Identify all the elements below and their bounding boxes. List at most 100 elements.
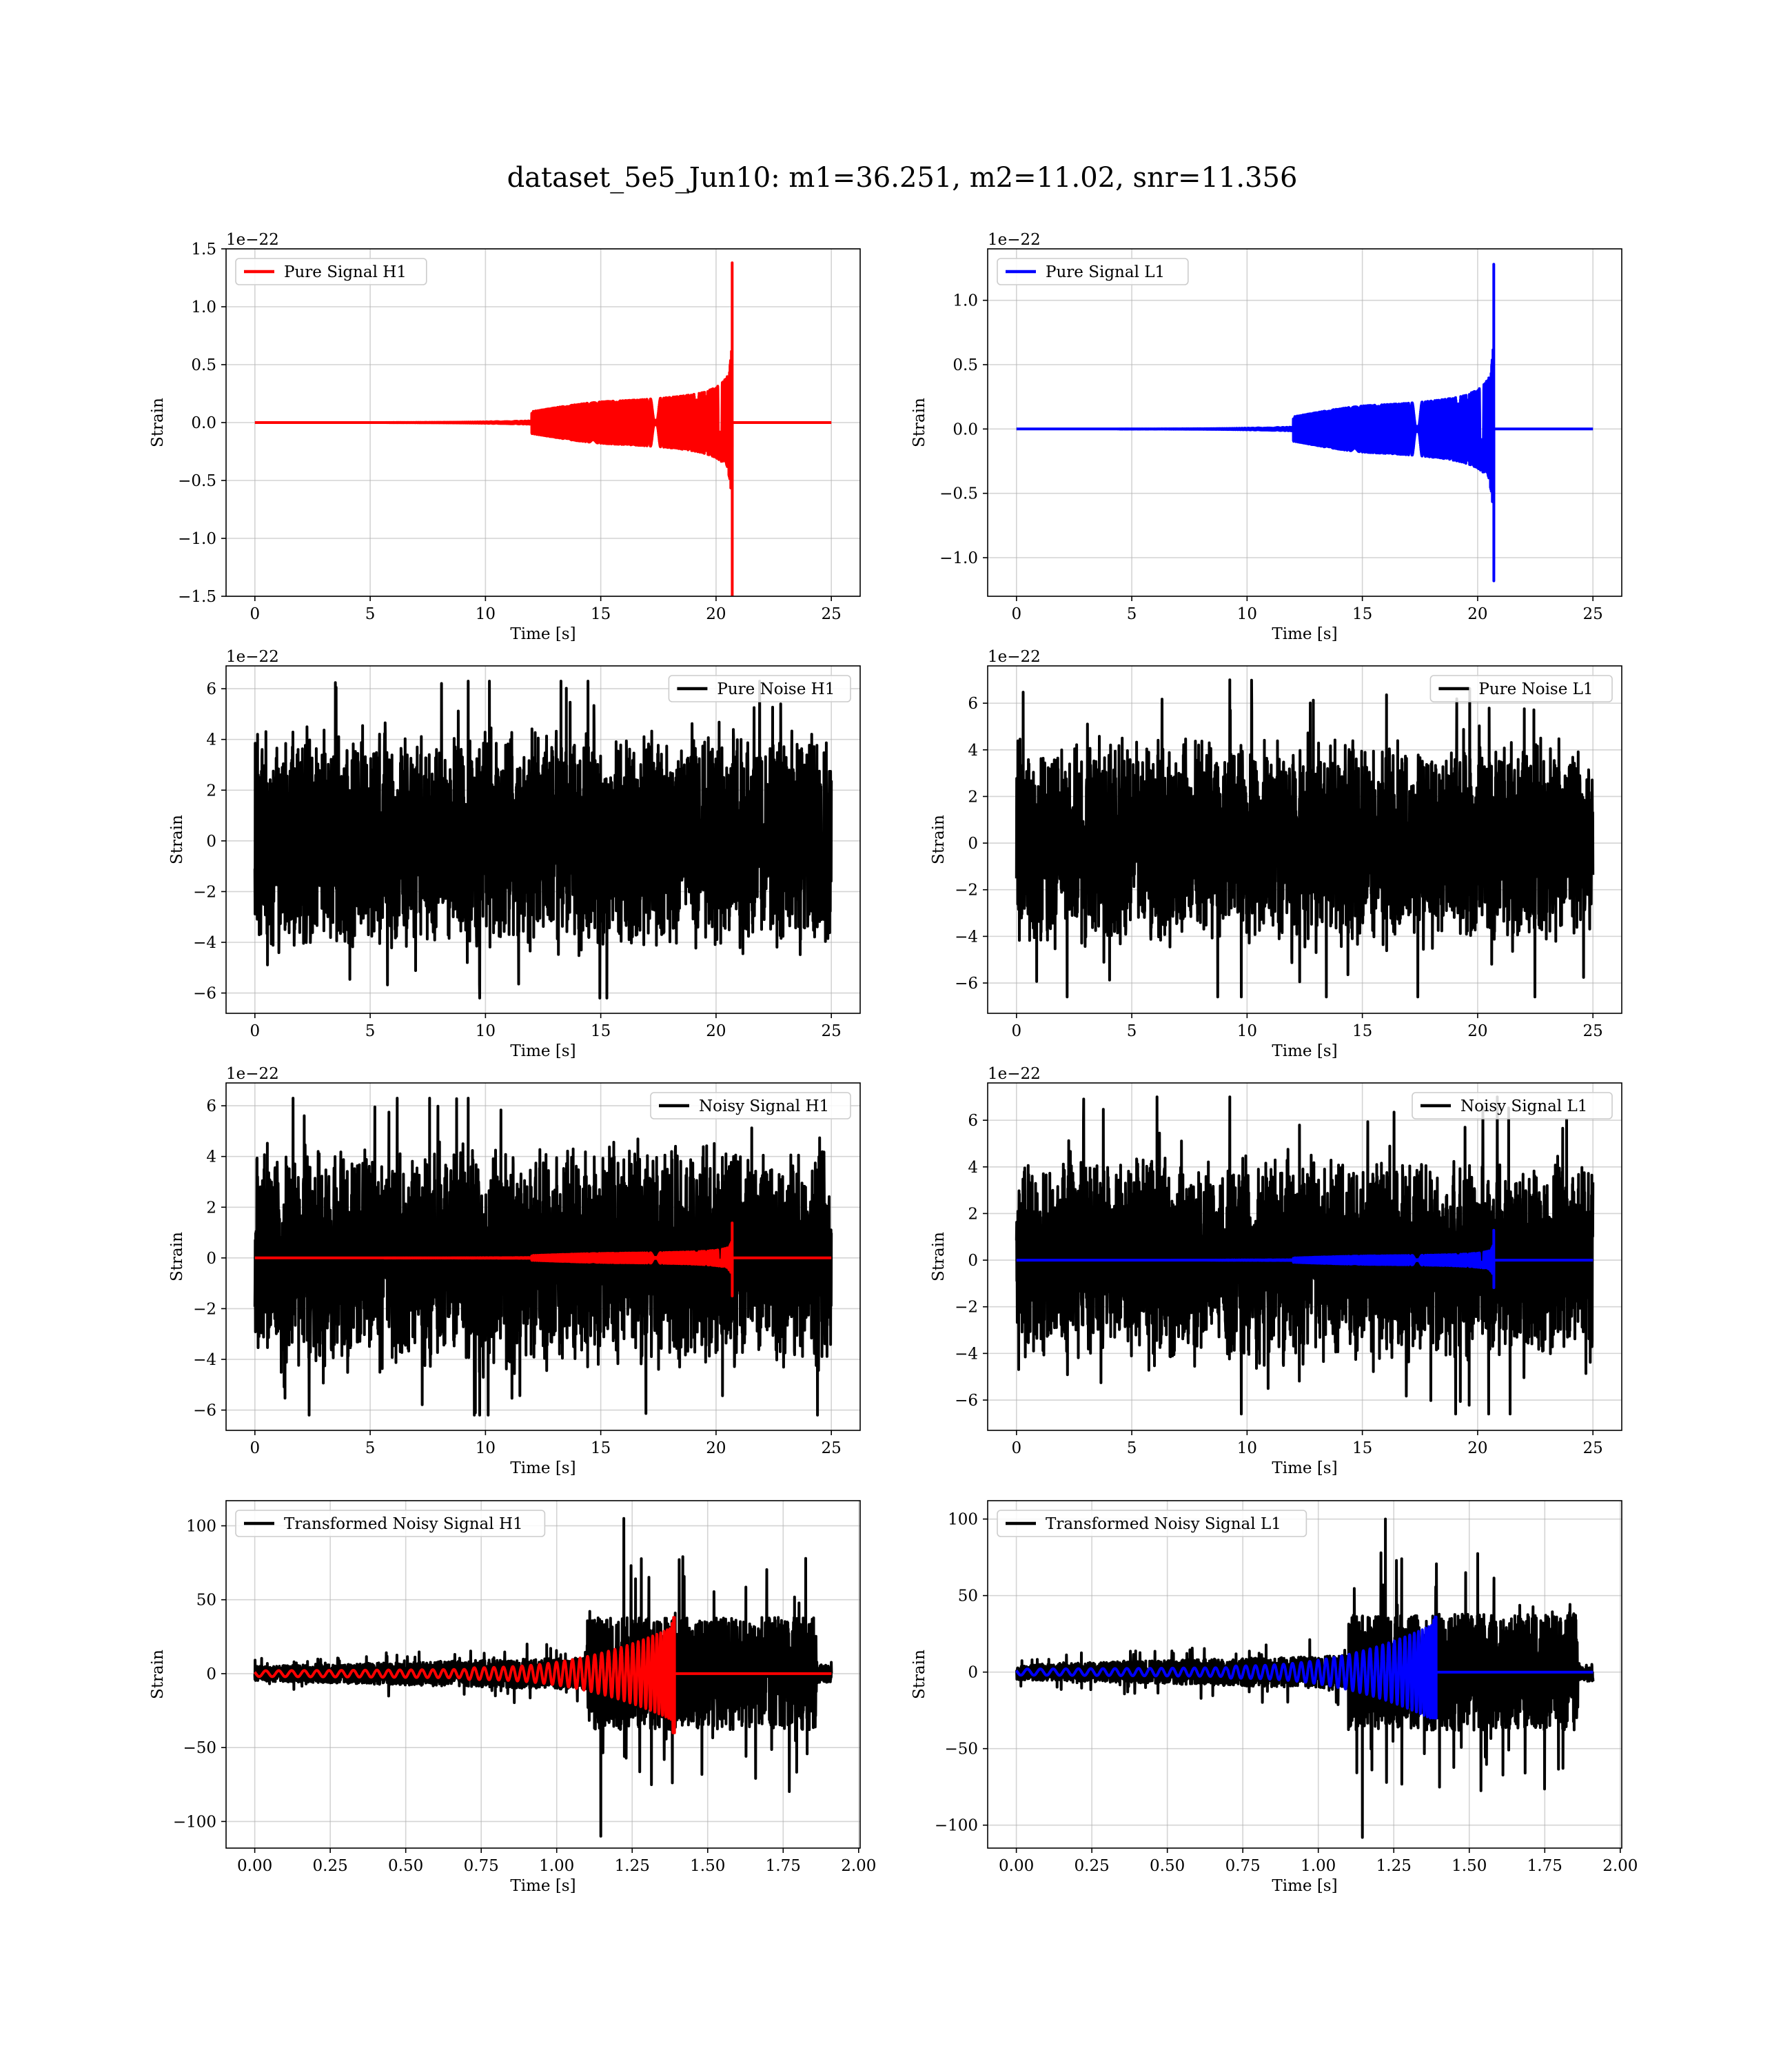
y-axis-label: Strain bbox=[910, 1650, 928, 1699]
x-tick-label: 20 bbox=[706, 1439, 726, 1457]
plot-area bbox=[253, 1517, 833, 1838]
x-tick-label: 5 bbox=[365, 605, 376, 623]
y-tick-label: −6 bbox=[193, 985, 216, 1003]
x-tick-label: 5 bbox=[1127, 1439, 1137, 1457]
x-tick-label: 1.50 bbox=[690, 1857, 725, 1875]
x-tick-label: 1.75 bbox=[766, 1857, 801, 1875]
y-tick-label: 1.0 bbox=[953, 292, 978, 310]
plot-area bbox=[1015, 1095, 1595, 1416]
x-tick-label: 5 bbox=[1127, 1022, 1137, 1040]
series-line-noisy-signal-l1 bbox=[1015, 1095, 1595, 1416]
legend: Noisy Signal H1 bbox=[650, 1092, 851, 1119]
legend-entry: Transformed Noisy Signal L1 bbox=[1046, 1515, 1281, 1533]
x-tick-label: 15 bbox=[1352, 605, 1372, 623]
x-tick-label: 10 bbox=[476, 605, 496, 623]
y-tick-label: 4 bbox=[206, 731, 216, 749]
legend-entry: Transformed Noisy Signal H1 bbox=[284, 1515, 523, 1533]
axes-frame bbox=[987, 665, 1622, 1014]
y-tick-label: −6 bbox=[955, 975, 978, 993]
y-tick-label: −0.5 bbox=[939, 485, 978, 503]
y-tick-label: −4 bbox=[193, 934, 216, 952]
series-line-transformed-chirp-l1 bbox=[1015, 1615, 1594, 1720]
legend-box bbox=[997, 258, 1189, 285]
x-tick-label: 25 bbox=[1583, 1022, 1603, 1040]
x-tick-label: 25 bbox=[822, 1022, 842, 1040]
y-tick-label: −6 bbox=[955, 1392, 978, 1410]
x-tick-label: 10 bbox=[1237, 1022, 1257, 1040]
plot-area bbox=[1015, 1517, 1595, 1839]
x-tick-label: 15 bbox=[1352, 1439, 1372, 1457]
legend: Pure Signal H1 bbox=[235, 258, 427, 285]
legend: Transformed Noisy Signal L1 bbox=[997, 1510, 1307, 1537]
legend-entry: Pure Signal H1 bbox=[284, 263, 407, 281]
plot-area bbox=[253, 1097, 833, 1417]
series-line-pure-signal-h1 bbox=[254, 261, 832, 596]
x-tick-label: 1.25 bbox=[1376, 1857, 1412, 1875]
x-tick-label: 2.00 bbox=[1602, 1857, 1638, 1875]
legend-entry: Pure Signal L1 bbox=[1046, 263, 1165, 281]
panel-pure-signal-h1: 0 5 10 15 20 25 −1.5 −1.0 −0.5 0.0 0.5 1.0 1.5 Time [… bbox=[149, 231, 861, 643]
x-tick-label: 1.25 bbox=[615, 1857, 650, 1875]
x-axis-label: Time [s] bbox=[510, 1877, 576, 1895]
x-tick-label: 0.00 bbox=[237, 1857, 272, 1875]
y-tick-label: 0 bbox=[206, 1665, 216, 1683]
legend-box bbox=[997, 1510, 1307, 1537]
y-tick-label: 6 bbox=[206, 680, 216, 698]
y-tick-label: 0 bbox=[206, 1250, 216, 1268]
x-tick-label: 2.00 bbox=[841, 1857, 876, 1875]
y-tick-label: −100 bbox=[173, 1813, 216, 1831]
x-tick-label: 1.50 bbox=[1452, 1857, 1487, 1875]
x-axis-label: Time [s] bbox=[1272, 1459, 1337, 1477]
y-axis-label: Strain bbox=[149, 398, 167, 447]
legend: Transformed Noisy Signal H1 bbox=[235, 1510, 546, 1537]
x-tick-label: 0.50 bbox=[388, 1857, 423, 1875]
y-tick-label: −100 bbox=[935, 1817, 978, 1835]
x-tick-label: 1.00 bbox=[1301, 1857, 1336, 1875]
y-tick-label: 2 bbox=[206, 782, 216, 800]
y-tick-label: −4 bbox=[193, 1351, 216, 1369]
legend-box bbox=[235, 258, 427, 285]
y-tick-label: 2 bbox=[206, 1199, 216, 1217]
x-tick-label: 25 bbox=[1583, 605, 1603, 623]
y-axis-label: Strain bbox=[930, 815, 948, 864]
y-axis-label: Strain bbox=[930, 1232, 948, 1281]
x-axis-label: Time [s] bbox=[510, 1042, 576, 1060]
y-offset-text: 1e−22 bbox=[226, 648, 279, 666]
x-tick-label: 25 bbox=[822, 605, 842, 623]
figure-title: dataset_5e5_Jun10: m1=36.251, m2=11.02, … bbox=[507, 162, 1298, 194]
legend-box bbox=[650, 1092, 851, 1119]
y-tick-label: 0 bbox=[968, 1664, 978, 1682]
legend-box bbox=[1429, 675, 1613, 702]
series-line-transformed-noisy-signal-l1 bbox=[1015, 1517, 1595, 1839]
panel-noisy-signal-h1: 0 5 10 15 20 25 −6 −4 −2 0 2 4 6 Time [s] Strain 1e−22 N… bbox=[168, 1065, 861, 1477]
x-tick-label: 0.25 bbox=[1075, 1857, 1110, 1875]
y-tick-label: −1.0 bbox=[939, 549, 978, 567]
y-tick-label: −2 bbox=[193, 1300, 216, 1318]
series-line-transformed-chirp-h1 bbox=[253, 1616, 832, 1734]
y-tick-label: 1.0 bbox=[191, 298, 216, 316]
y-tick-label: 2 bbox=[968, 1205, 978, 1223]
x-tick-label: 0 bbox=[1011, 1022, 1021, 1040]
legend-box bbox=[668, 675, 851, 702]
plot-area bbox=[254, 261, 832, 596]
x-tick-label: 15 bbox=[591, 605, 611, 623]
y-tick-label: 50 bbox=[196, 1592, 216, 1610]
legend-box bbox=[1412, 1092, 1613, 1119]
x-tick-label: 0.00 bbox=[999, 1857, 1034, 1875]
panel-pure-noise-l1: 0 5 10 15 20 25 −6 −4 −2 0 2 4 6 Time [s] Strain 1e−22 P… bbox=[930, 648, 1622, 1060]
y-axis-label: Strain bbox=[168, 1232, 186, 1281]
x-tick-label: 10 bbox=[476, 1439, 496, 1457]
legend-entry: Noisy Signal L1 bbox=[1460, 1097, 1587, 1115]
y-tick-label: 2 bbox=[968, 788, 978, 806]
y-offset-text: 1e−22 bbox=[988, 1065, 1041, 1083]
y-tick-label: −4 bbox=[955, 928, 978, 946]
x-tick-label: 20 bbox=[1467, 1439, 1487, 1457]
plot-area bbox=[1015, 263, 1594, 582]
x-axis-label: Time [s] bbox=[1272, 625, 1337, 643]
x-tick-label: 0 bbox=[1011, 1439, 1021, 1457]
y-tick-label: −50 bbox=[944, 1741, 978, 1758]
panel-transformed-noisy-signal-l1: 0.00 0.25 0.50 0.75 1.00 1.25 1.50 1.75 2.00 −100… bbox=[910, 1500, 1638, 1895]
x-axis-label: Time [s] bbox=[510, 1459, 576, 1477]
y-tick-label: 50 bbox=[958, 1588, 978, 1605]
x-tick-label: 0.75 bbox=[1225, 1857, 1261, 1875]
